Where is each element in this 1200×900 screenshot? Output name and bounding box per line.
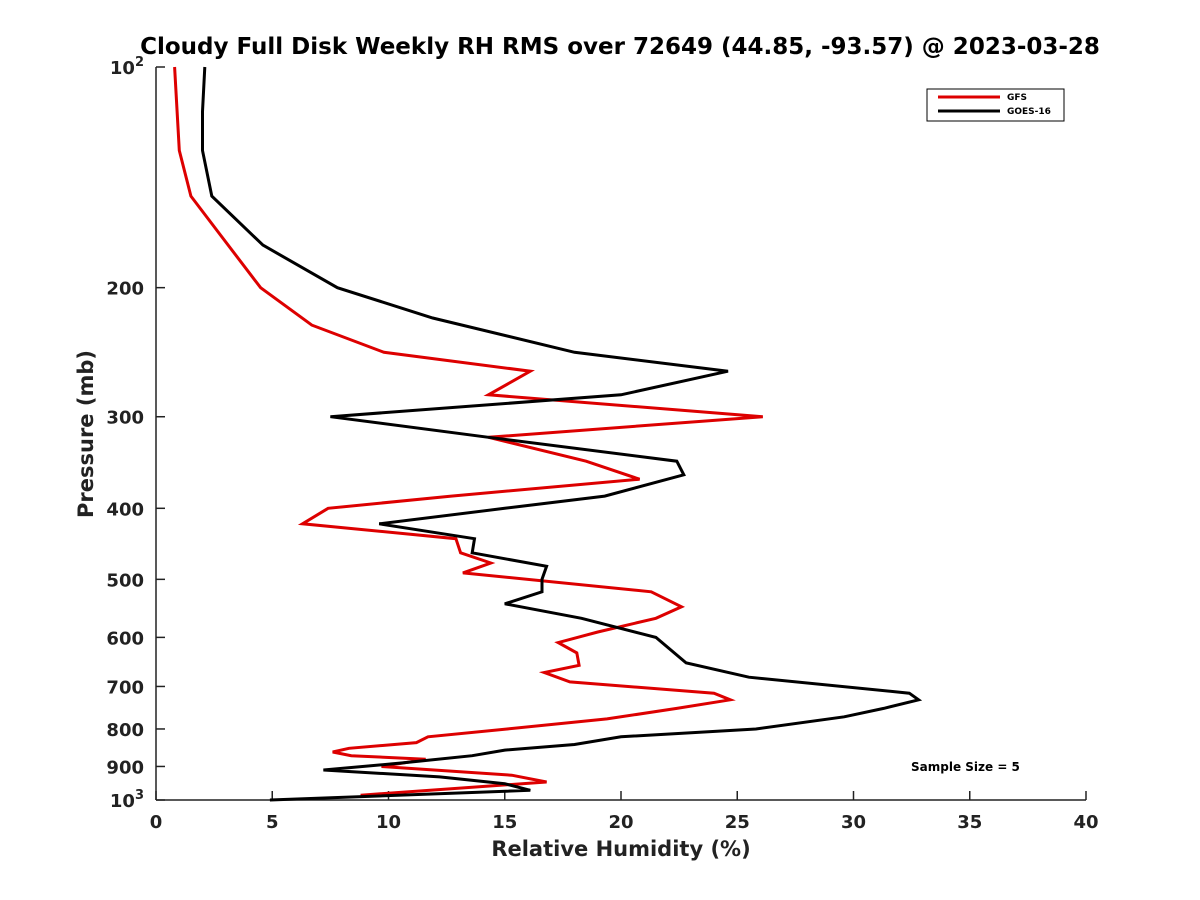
y-tick-label: 800 (106, 720, 144, 741)
legend-label-gfs: GFS (1007, 93, 1027, 103)
x-tick-label: 30 (841, 812, 866, 833)
y-tick-label: 102 (110, 55, 144, 79)
x-tick-label: 0 (150, 812, 163, 833)
x-tick-label: 25 (725, 812, 750, 833)
y-tick-label: 900 (106, 757, 144, 778)
y-tick-label: 400 (106, 499, 144, 520)
x-tick-label: 10 (376, 812, 401, 833)
y-tick-label: 500 (106, 570, 144, 591)
y-tick-label: 300 (106, 408, 144, 429)
y-axis-label: Pressure (mb) (74, 350, 98, 518)
y-tick-label: 200 (106, 279, 144, 300)
chart-title: Cloudy Full Disk Weekly RH RMS over 7264… (140, 34, 1100, 60)
sample-size-annotation: Sample Size = 5 (911, 760, 1020, 774)
series-line-goes16 (201, 66, 923, 802)
plot-area (155, 67, 1086, 801)
x-tick-label: 40 (1073, 812, 1098, 833)
x-tick-label: 35 (957, 812, 982, 833)
x-tick-label: 15 (492, 812, 517, 833)
y-tick-label: 600 (106, 628, 144, 649)
legend: GFS GOES-16 (926, 88, 1065, 122)
x-axis-label: Relative Humidity (%) (491, 837, 750, 861)
y-ticks: 102 200 300 400 500 600 700 800 900 103 (106, 55, 165, 812)
series-layer (173, 66, 923, 802)
x-ticks: 0 5 10 15 20 25 30 35 40 (150, 791, 1099, 833)
legend-box (926, 88, 1065, 122)
x-tick-label: 5 (266, 812, 279, 833)
series-line-gfs (173, 66, 763, 797)
y-tick-label: 103 (110, 788, 144, 812)
y-tick-label: 700 (106, 677, 144, 698)
legend-label-goes16: GOES-16 (1007, 107, 1051, 117)
x-tick-label: 20 (608, 812, 633, 833)
